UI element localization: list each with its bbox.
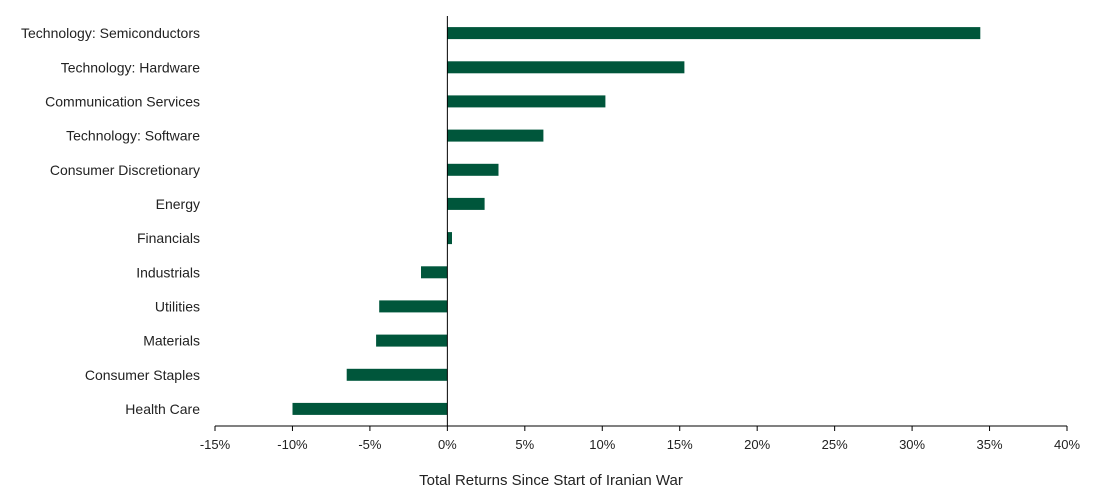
bar (447, 163, 499, 176)
x-tick-label: 10% (589, 437, 615, 452)
bar (346, 368, 448, 381)
category-label: Health Care (125, 401, 200, 417)
bar (447, 197, 485, 210)
bar (292, 402, 448, 415)
bar (421, 266, 448, 279)
category-label: Industrials (136, 264, 200, 280)
category-labels: Technology: Semiconductors Technology: Ha… (21, 25, 200, 417)
x-tick-label: 25% (822, 437, 848, 452)
x-tick-label: 35% (977, 437, 1003, 452)
category-label: Consumer Discretionary (50, 162, 200, 178)
x-tick-label: 5% (515, 437, 534, 452)
category-label: Utilities (155, 298, 200, 314)
bar (379, 300, 448, 313)
bar (447, 61, 685, 74)
bar (447, 232, 452, 245)
x-axis: -15% -10% -5% 0% 5% 10% 15% 20% 25% 30% 35% 40% (200, 425, 1080, 452)
x-tick-label: 20% (744, 437, 770, 452)
category-label: Energy (156, 196, 200, 212)
bar (376, 334, 448, 347)
bars-group (292, 27, 981, 415)
x-tick-label: -15% (200, 437, 231, 452)
category-label: Consumer Staples (85, 367, 200, 383)
x-tick-label: 40% (1054, 437, 1080, 452)
category-label: Technology: Semiconductors (21, 25, 200, 41)
x-tick-label: -5% (358, 437, 382, 452)
x-tick-label: -10% (277, 437, 308, 452)
category-label: Technology: Software (66, 128, 200, 144)
x-tick-label: 0% (438, 437, 457, 452)
bar (447, 95, 606, 108)
category-label: Financials (137, 230, 200, 246)
x-axis-title: Total Returns Since Start of Iranian War (419, 472, 683, 489)
x-tick-label: 30% (899, 437, 925, 452)
category-label: Communication Services (45, 93, 200, 109)
category-label: Materials (143, 333, 200, 349)
category-label: Technology: Hardware (61, 59, 201, 75)
bar (447, 27, 981, 40)
bar (447, 129, 544, 142)
x-tick-label: 15% (667, 437, 693, 452)
